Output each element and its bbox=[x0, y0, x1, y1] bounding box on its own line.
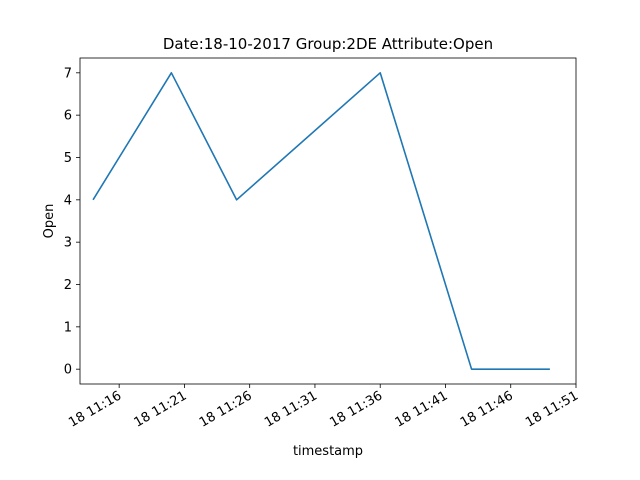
x-axis-label: timestamp bbox=[293, 444, 363, 459]
x-tick-label: 18 11:46 bbox=[458, 388, 516, 430]
y-tick-label: 3 bbox=[64, 236, 72, 251]
y-tick-label: 6 bbox=[64, 109, 72, 124]
x-tick-label: 18 11:51 bbox=[523, 388, 581, 430]
plot-area: 0 1 2 3 4 5 6 7 18 11:16 18 11:21 18 11:26 18 11:31… bbox=[64, 57, 581, 431]
y-axis-label: Open bbox=[42, 204, 57, 239]
x-tick-label: 18 11:41 bbox=[393, 388, 451, 430]
x-tick-label: 18 11:26 bbox=[197, 388, 255, 430]
y-tick-label: 7 bbox=[64, 66, 72, 81]
x-tick-label: 18 11:31 bbox=[262, 388, 320, 430]
y-tick-label: 4 bbox=[64, 193, 72, 208]
chart-title: Date:18-10-2017 Group:2DE Attribute:Open bbox=[163, 35, 493, 53]
y-tick-label: 5 bbox=[64, 151, 72, 166]
x-tick-label: 18 11:36 bbox=[327, 388, 385, 430]
y-tick-label: 2 bbox=[64, 278, 72, 293]
y-tick-label: 1 bbox=[64, 320, 72, 335]
x-tick-label: 18 11:16 bbox=[66, 388, 124, 430]
x-tick-label: 18 11:21 bbox=[132, 388, 190, 430]
y-tick-label: 0 bbox=[64, 363, 72, 378]
plot-frame bbox=[79, 57, 577, 385]
series-line-0 bbox=[92, 72, 550, 370]
